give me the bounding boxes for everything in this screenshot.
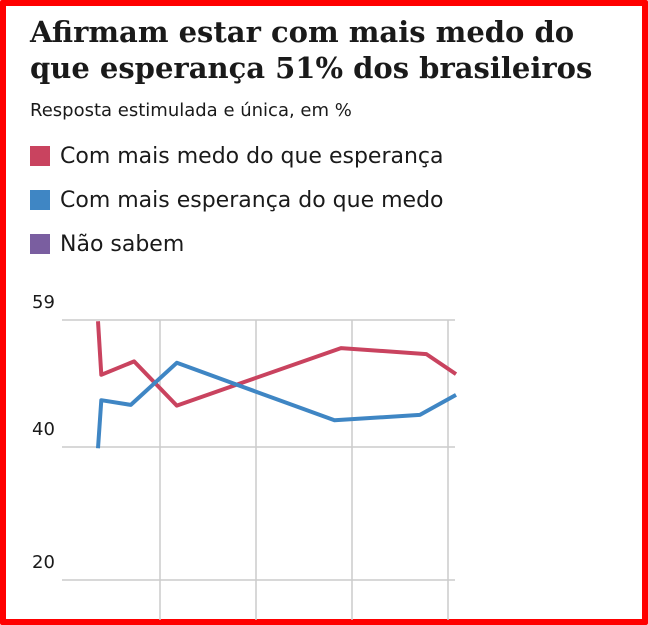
legend-label-esperanca: Com mais esperança do que medo (60, 187, 444, 213)
horizontal-gridlines (62, 319, 455, 581)
y-tick-label-20: 20 (32, 552, 55, 573)
legend-swatch-nao-sabem (30, 234, 50, 254)
y-tick-label-40: 40 (32, 419, 55, 440)
legend: Com mais medo do que esperança Com mais … (30, 134, 444, 266)
series-line-1 (96, 321, 458, 408)
series-lines (96, 321, 458, 449)
legend-label-nao-sabem: Não sabem (60, 231, 185, 257)
legend-item-nao-sabem: Não sabem (30, 222, 444, 266)
vertical-gridlines (159, 320, 449, 620)
legend-swatch-esperanca (30, 190, 50, 210)
y-axis-ticks: 59 40 20 (32, 292, 55, 573)
legend-item-esperanca: Com mais esperança do que medo (30, 178, 444, 222)
chart-subtitle: Resposta estimulada e única, em % (30, 100, 352, 121)
series-line-2 (96, 360, 457, 449)
legend-item-medo: Com mais medo do que esperança (30, 134, 444, 178)
legend-swatch-medo (30, 146, 50, 166)
y-tick-label-59: 59 (32, 292, 55, 313)
chart-title: Afirmam estar com mais medo do que esper… (30, 15, 593, 85)
line-chart: 59 40 20 (32, 292, 458, 620)
legend-label-medo: Com mais medo do que esperança (60, 143, 444, 169)
